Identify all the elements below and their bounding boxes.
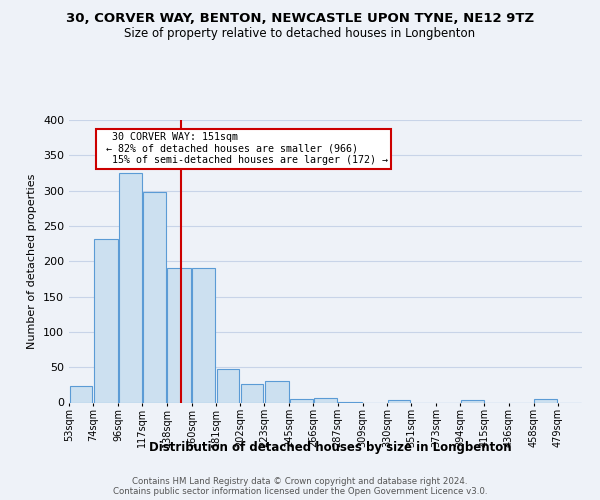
Text: Contains public sector information licensed under the Open Government Licence v3: Contains public sector information licen… [113,486,487,496]
Text: Size of property relative to detached houses in Longbenton: Size of property relative to detached ho… [124,28,476,40]
Bar [94,238,118,402]
Bar [193,268,215,402]
Bar [265,382,289,402]
Bar [143,192,166,402]
Bar [70,386,92,402]
Bar [535,399,557,402]
Bar [314,398,337,402]
Bar [461,400,484,402]
Bar [119,173,142,402]
Bar [241,384,263,402]
Text: Distribution of detached houses by size in Longbenton: Distribution of detached houses by size … [149,441,511,454]
Bar [167,268,191,402]
Text: 30 CORVER WAY: 151sqm  
 ← 82% of detached houses are smaller (966)
  15% of sem: 30 CORVER WAY: 151sqm ← 82% of detached … [100,132,388,165]
Text: Contains HM Land Registry data © Crown copyright and database right 2024.: Contains HM Land Registry data © Crown c… [132,476,468,486]
Text: 30, CORVER WAY, BENTON, NEWCASTLE UPON TYNE, NE12 9TZ: 30, CORVER WAY, BENTON, NEWCASTLE UPON T… [66,12,534,26]
Bar [290,399,313,402]
Bar [388,400,410,402]
Bar [217,370,239,402]
Y-axis label: Number of detached properties: Number of detached properties [28,174,37,349]
